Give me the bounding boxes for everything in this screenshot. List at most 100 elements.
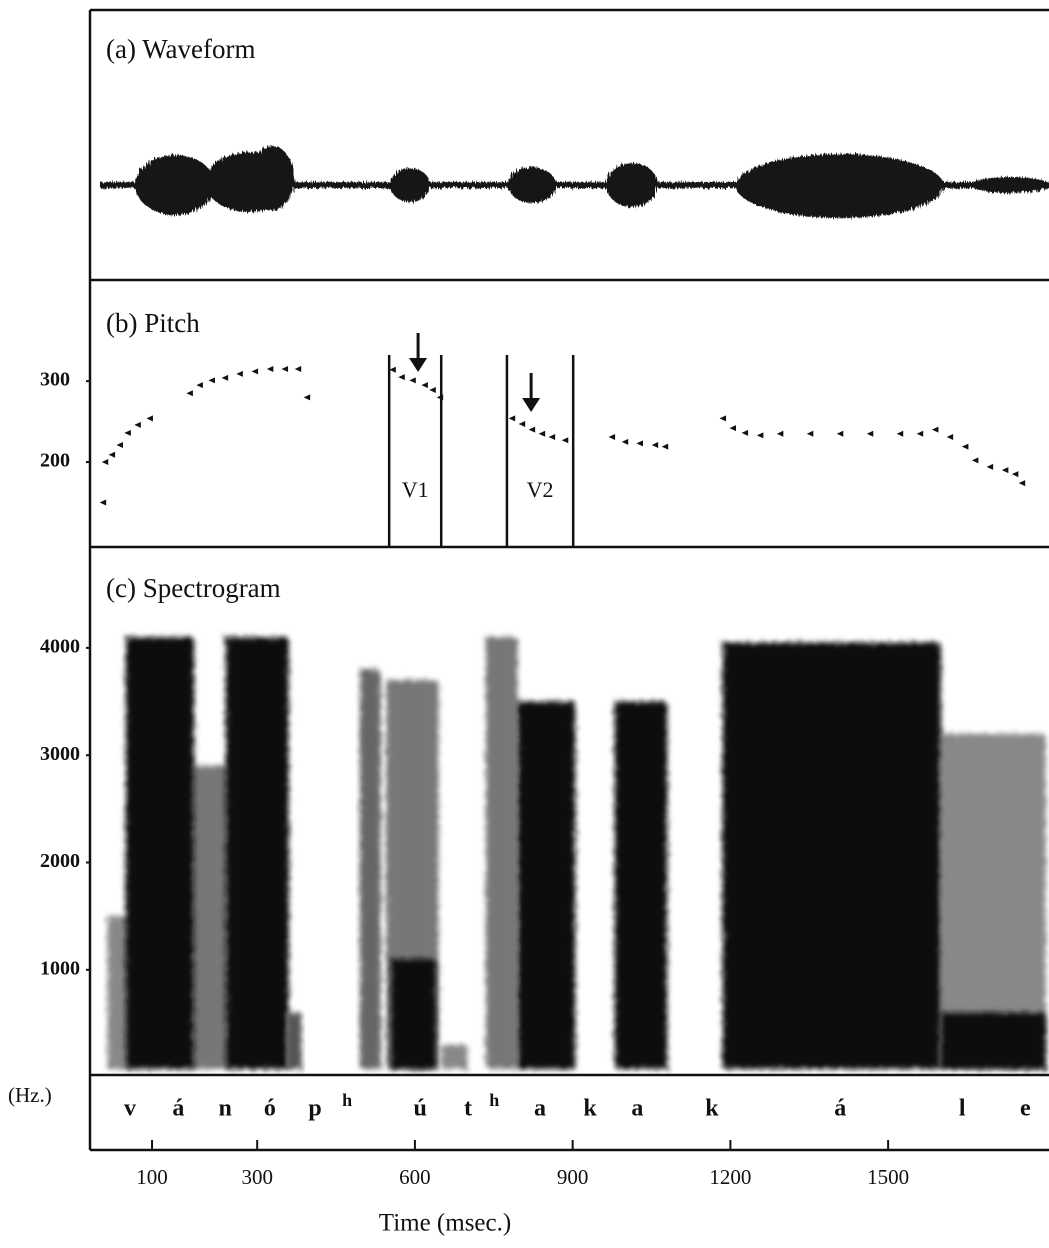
pitch-point xyxy=(986,463,994,470)
pitch-point xyxy=(538,430,546,437)
pitch-point xyxy=(436,394,444,401)
segment-label: á xyxy=(834,1096,846,1122)
segment-label: h xyxy=(342,1090,352,1110)
segment-label: h xyxy=(489,1090,499,1110)
spectral-energy xyxy=(485,637,518,1069)
region-label: V1 xyxy=(402,477,429,502)
pitch-point xyxy=(1011,471,1019,478)
segment-label: v xyxy=(124,1096,136,1122)
arrow-head xyxy=(409,358,428,372)
spectral-energy xyxy=(614,701,668,1069)
pitch-point xyxy=(561,437,569,444)
pitch-point xyxy=(221,374,229,381)
spectral-energy xyxy=(391,959,436,1069)
pitch-point xyxy=(294,366,302,372)
pitch-point xyxy=(303,394,311,401)
pitch-point xyxy=(266,366,274,372)
x-tick-label: 900 xyxy=(557,1165,589,1189)
pitch-point xyxy=(146,415,153,422)
segment-label: k xyxy=(583,1096,597,1122)
x-tick-label: 1200 xyxy=(709,1165,751,1189)
panel-title: (c) Spectrogram xyxy=(106,573,281,603)
pitch-point xyxy=(621,438,629,445)
pitch-point xyxy=(208,377,215,384)
segment-label: t xyxy=(464,1096,472,1122)
pitch-point xyxy=(409,377,416,384)
y-tick-label: 3000 xyxy=(40,743,80,765)
pitch-point xyxy=(281,366,289,372)
spectral-energy xyxy=(107,916,132,1069)
pitch-point xyxy=(134,421,141,428)
pitch-point xyxy=(421,382,428,389)
x-tick-label: 300 xyxy=(241,1165,273,1189)
segment-label: k xyxy=(705,1096,719,1122)
spectral-energy xyxy=(722,642,941,1069)
pitch-point xyxy=(946,433,954,440)
pitch-point xyxy=(398,374,405,381)
pitch-point xyxy=(236,370,243,377)
pitch-point xyxy=(251,368,259,375)
y-tick-label: 1000 xyxy=(40,957,80,979)
pitch-point xyxy=(719,415,727,422)
segment-label: ú xyxy=(414,1096,427,1122)
pitch-point xyxy=(548,433,556,440)
panel-title: (a) Waveform xyxy=(106,34,256,64)
pitch-point xyxy=(931,426,939,433)
x-tick-label: 1500 xyxy=(867,1165,909,1189)
pitch-point xyxy=(741,429,749,436)
y-tick-label: 200 xyxy=(40,450,70,472)
pitch-point xyxy=(836,430,844,437)
spectrogram-area xyxy=(107,637,1046,1069)
segment-label: a xyxy=(631,1096,643,1122)
pitch-point xyxy=(429,387,436,394)
x-axis-label: Time (msec.) xyxy=(379,1210,511,1237)
frame xyxy=(88,8,1049,1152)
segment-label: á xyxy=(172,1096,184,1122)
panel-title: (b) Pitch xyxy=(106,308,200,338)
region-label: V2 xyxy=(527,477,554,502)
x-tick-label: 100 xyxy=(136,1165,168,1189)
y-tick-label: 4000 xyxy=(40,635,80,657)
pitch-point xyxy=(961,443,969,450)
pitch-point xyxy=(806,430,814,437)
pitch-point xyxy=(508,415,516,422)
pitch-point xyxy=(756,432,764,439)
y-tick-label: 2000 xyxy=(40,850,80,872)
arrow-head xyxy=(522,398,541,412)
pitch-point xyxy=(776,430,784,437)
pitch-point xyxy=(518,421,526,428)
pitch-point xyxy=(661,443,669,450)
spectral-energy xyxy=(517,701,576,1069)
pitch-point xyxy=(636,440,643,447)
pitch-point xyxy=(1001,467,1009,474)
y-unit: (Hz.) xyxy=(8,1083,52,1107)
x-tick-label: 600 xyxy=(399,1165,431,1189)
spectral-energy xyxy=(940,1012,1046,1069)
segment-label: ó xyxy=(264,1096,276,1122)
pitch-point xyxy=(651,442,659,449)
pitch-point xyxy=(196,382,203,389)
pitch-point xyxy=(896,430,904,437)
pitch-point xyxy=(116,442,123,449)
pitch-point xyxy=(866,430,874,437)
pitch-point xyxy=(101,459,109,466)
pitch-point xyxy=(916,430,924,437)
pitch-point xyxy=(108,451,116,458)
pitch-point xyxy=(389,366,396,373)
pitch-point xyxy=(971,457,979,464)
pitch-point xyxy=(528,426,536,433)
pitch-point xyxy=(729,425,737,432)
pitch-point xyxy=(1018,480,1026,487)
segment-label: p xyxy=(308,1096,321,1122)
spectral-energy xyxy=(286,1012,302,1069)
pitch-point xyxy=(186,390,193,397)
segment-label: l xyxy=(959,1096,966,1122)
y-tick-label: 300 xyxy=(40,369,70,391)
spectral-energy xyxy=(191,765,229,1069)
spectral-energy xyxy=(441,1044,468,1069)
spectral-energy xyxy=(225,637,289,1069)
spectral-energy xyxy=(125,637,195,1069)
pitch-point xyxy=(124,429,131,436)
